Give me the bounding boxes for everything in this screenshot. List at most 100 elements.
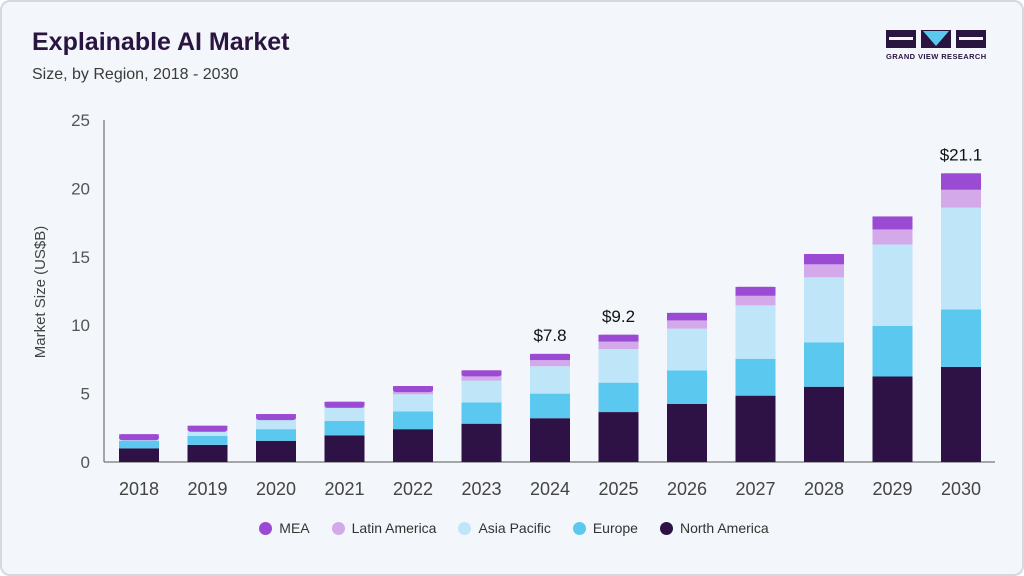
bar-top-cap <box>461 370 502 377</box>
bar-top-cap <box>598 334 639 341</box>
logo-mark-icon <box>886 30 986 48</box>
x-tick-label: 2025 <box>598 479 638 499</box>
bar-top-cap <box>256 414 296 421</box>
data-label: $21.1 <box>940 145 983 164</box>
y-tick-label: 0 <box>81 453 90 472</box>
bar-top-cap <box>393 386 433 393</box>
legend-swatch <box>572 521 586 535</box>
legend-item: Asia Pacific <box>458 520 551 536</box>
x-tick-label: 2026 <box>667 479 707 499</box>
bar-segment-asia-pacific <box>324 407 365 421</box>
bar-top-cap <box>735 286 776 293</box>
x-tick-label: 2028 <box>804 479 844 499</box>
legend-swatch <box>259 521 273 535</box>
y-tick-label: 20 <box>71 179 90 198</box>
bar-segment-latin-america <box>393 390 433 395</box>
chart-subtitle: Size, by Region, 2018 - 2030 <box>32 66 239 83</box>
bar-segment-latin-america <box>941 189 981 208</box>
bar-segment-north-america <box>598 412 639 462</box>
bar-segment-asia-pacific <box>256 418 296 430</box>
bar-segment-north-america <box>530 418 570 462</box>
y-tick-label: 5 <box>81 385 90 404</box>
bar-segment-north-america <box>461 423 502 462</box>
logo-text: GRAND VIEW RESEARCH <box>886 52 987 61</box>
x-tick-label: 2027 <box>735 479 775 499</box>
bar-segment-europe <box>461 402 502 424</box>
bar-segment-north-america <box>393 429 433 462</box>
x-tick-label: 2030 <box>941 479 981 499</box>
data-label: $7.8 <box>533 326 566 345</box>
bar-segment-europe <box>119 440 159 449</box>
legend-label: MEA <box>279 520 310 536</box>
bar-top-cap <box>324 401 365 408</box>
chart-title: Explainable AI Market <box>32 28 290 56</box>
bar-segment-latin-america <box>804 264 844 278</box>
bar-top-cap <box>804 254 844 261</box>
y-tick-label: 10 <box>71 316 90 335</box>
bar-segment-north-america <box>187 444 228 462</box>
bar-segment-latin-america <box>598 341 639 350</box>
bar-segment-north-america <box>119 448 159 462</box>
bar-segment-europe <box>667 370 707 404</box>
legend-label: Latin America <box>351 520 437 536</box>
bar-segment-europe <box>941 309 981 367</box>
bar-top-cap <box>530 353 570 360</box>
legend-swatch <box>659 521 673 535</box>
legend-item: MEA <box>259 520 310 536</box>
bar-segment-north-america <box>667 403 707 462</box>
legend-swatch <box>458 521 472 535</box>
bar-segment-europe <box>530 393 570 419</box>
bar-segment-asia-pacific <box>667 328 707 371</box>
bar-segment-asia-pacific <box>461 380 502 403</box>
bar-segment-north-america <box>872 376 913 462</box>
bar-top-cap <box>187 425 228 432</box>
bar-segment-asia-pacific <box>941 207 981 310</box>
bar-segment-europe <box>256 429 296 441</box>
legend-label: North America <box>679 520 769 536</box>
bar-segment-asia-pacific <box>530 366 570 394</box>
bar-segment-europe <box>804 342 844 387</box>
bar-segment-north-america <box>324 435 365 462</box>
bar-segment-asia-pacific <box>393 394 433 412</box>
bar-segment-asia-pacific <box>804 277 844 343</box>
bar-segment-latin-america <box>530 360 570 367</box>
bar-segment-asia-pacific <box>735 305 776 359</box>
x-tick-label: 2019 <box>187 479 227 499</box>
bar-segment-latin-america <box>735 295 776 306</box>
bar-segment-europe <box>187 436 228 445</box>
bar-segment-latin-america <box>461 375 502 381</box>
bar-segment-europe <box>324 420 365 436</box>
bar-top-cap <box>872 216 913 223</box>
x-tick-label: 2022 <box>393 479 433 499</box>
bar-segment-asia-pacific <box>872 244 913 326</box>
bar-top-cap <box>119 434 159 441</box>
bar-segment-europe <box>393 411 433 430</box>
bar-top-cap <box>667 312 707 319</box>
bar-segment-europe <box>735 358 776 396</box>
x-tick-label: 2018 <box>119 479 159 499</box>
bar-segment-north-america <box>941 366 981 462</box>
x-tick-label: 2023 <box>461 479 501 499</box>
legend-item: Latin America <box>331 520 437 536</box>
x-tick-label: 2024 <box>530 479 570 499</box>
grand-view-research-logo: GRAND VIEW RESEARCH <box>886 30 986 64</box>
bar-segment-asia-pacific <box>598 349 639 383</box>
chart-legend: MEA Latin America Asia Pacific Europe North … <box>2 518 1024 538</box>
bar-segment-north-america <box>804 386 844 462</box>
data-label: $9.2 <box>602 307 635 326</box>
x-tick-label: 2020 <box>256 479 296 499</box>
bar-segment-north-america <box>256 440 296 462</box>
legend-swatch <box>331 521 345 535</box>
x-tick-label: 2029 <box>872 479 912 499</box>
bar-top-cap <box>941 173 981 180</box>
y-axis-label: Market Size (US$B) <box>32 226 49 359</box>
y-tick-label: 15 <box>71 248 90 267</box>
bar-segment-latin-america <box>667 320 707 329</box>
bar-segment-north-america <box>735 395 776 462</box>
bar-segment-latin-america <box>872 229 913 245</box>
legend-item: Europe <box>572 520 638 536</box>
bar-segment-europe <box>598 382 639 413</box>
legend-label: Asia Pacific <box>478 520 551 536</box>
